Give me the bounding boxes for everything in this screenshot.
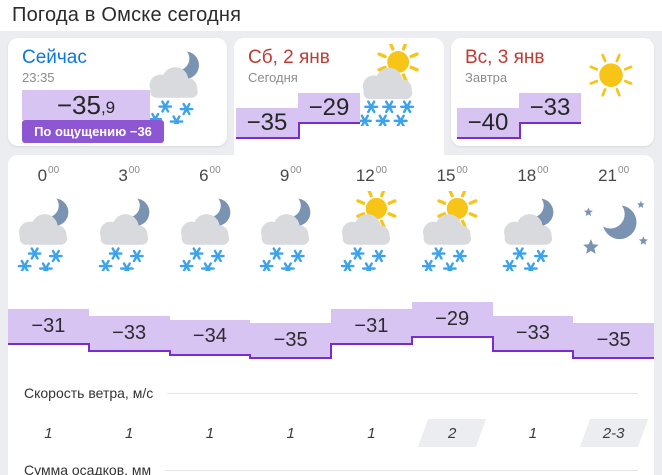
now-time: 23:35 xyxy=(22,70,55,85)
wind-section: Скорость ветра, м/с xyxy=(24,385,638,401)
today-temp-steps: −35 −29 xyxy=(236,93,396,145)
wind-label: Скорость ветра, м/с xyxy=(24,385,154,401)
today-date: Сб, 2 янв xyxy=(248,47,330,68)
hour-label: 15 00 xyxy=(436,164,468,186)
step-connector xyxy=(491,336,494,352)
wind-value: 1 xyxy=(528,424,538,442)
tomorrow-card[interactable]: Вс, 3 янв Завтра −40 −33 xyxy=(451,38,654,146)
sun-cloud-snow-icon xyxy=(412,191,493,271)
temp-step: −31 xyxy=(8,309,89,345)
hours-row: 0 00 3 00 6 00 9 00 12 00 15 00 18 00 21 00 xyxy=(8,163,654,189)
step-connector xyxy=(298,122,300,139)
wind-value: 1 xyxy=(124,424,134,442)
now-temp-int: −35 xyxy=(56,89,101,120)
moon-cloud-snow-icon xyxy=(170,191,251,271)
moon-cloud-snow-icon xyxy=(89,191,170,271)
wind-value: 1 xyxy=(44,424,53,442)
wind-value: 1 xyxy=(286,424,295,442)
step-connector xyxy=(519,122,521,139)
precip-section: Сумма осадков, мм xyxy=(24,462,638,475)
moon-cloud-snow-icon xyxy=(250,191,331,271)
moon-cloud-snow-icon xyxy=(139,44,219,124)
divider xyxy=(165,469,638,471)
sun-cloud-snow-icon xyxy=(352,44,434,126)
wind-value: 1 xyxy=(205,424,215,442)
wind-value: 2-3 xyxy=(573,418,654,448)
wind-values-row: 1 1 1 1 1 2 1 2-3 xyxy=(8,418,654,448)
today-temp-low: −35 xyxy=(236,108,298,139)
step-connector xyxy=(330,343,332,359)
now-label: Сейчас xyxy=(22,47,87,68)
moon-cloud-snow-icon xyxy=(8,191,89,271)
tomorrow-temp-high: −33 xyxy=(519,93,581,124)
moon-stars-icon xyxy=(573,191,654,271)
temperature-step-chart: −31 −33 −34 −35 −31 −29 −33 −35 xyxy=(8,302,654,362)
sun-icon xyxy=(582,48,640,106)
hour-label: 6 00 xyxy=(199,164,221,186)
hour-label: 21 00 xyxy=(598,164,630,186)
wind-value: 1 xyxy=(367,424,376,442)
tomorrow-temp-steps: −40 −33 xyxy=(457,93,617,145)
page-title: Погода в Омске сегодня xyxy=(12,4,242,26)
step-connector xyxy=(249,353,252,359)
step-connector xyxy=(410,336,413,345)
header: Погода в Омске сегодня xyxy=(0,0,662,31)
now-card[interactable]: Сейчас 23:35 −35,9 По ощущению −36 xyxy=(8,38,227,146)
wind-value: 2 xyxy=(412,418,493,448)
hour-label: 3 00 xyxy=(118,164,140,186)
today-sublabel: Сегодня xyxy=(248,70,298,85)
step-connector xyxy=(168,350,171,356)
tomorrow-sublabel: Завтра xyxy=(465,70,508,85)
tomorrow-date: Вс, 3 янв xyxy=(465,47,545,68)
tomorrow-temp-low: −40 xyxy=(457,108,519,139)
today-temp-high: −29 xyxy=(298,93,360,124)
step-connector xyxy=(572,350,575,359)
temp-step: −35 xyxy=(250,323,331,359)
sun-cloud-snow-icon xyxy=(331,191,412,271)
hour-label: 0 00 xyxy=(37,164,60,186)
hour-label: 18 00 xyxy=(517,164,549,186)
divider xyxy=(167,392,638,394)
precip-label: Сумма осадков, мм xyxy=(24,462,152,475)
temp-step: −33 xyxy=(88,316,170,352)
now-temp-frac: ,9 xyxy=(100,98,116,117)
temp-step: −31 xyxy=(331,309,412,345)
today-card[interactable]: Сб, 2 янв Сегодня −35 −29 xyxy=(234,38,444,160)
hour-label: 12 00 xyxy=(355,164,387,186)
hourly-forecast-panel: 0 00 3 00 6 00 9 00 12 00 15 00 18 00 21 00 −31 … xyxy=(8,155,654,475)
feels-like-badge: По ощущению −36 xyxy=(22,120,164,143)
hour-label: 9 00 xyxy=(279,164,302,186)
moon-cloud-snow-icon xyxy=(493,191,574,271)
temp-step: −35 xyxy=(573,323,654,359)
hour-icons-row xyxy=(8,191,654,271)
temp-step: −29 xyxy=(411,302,493,338)
temp-step: −34 xyxy=(169,319,251,356)
now-temperature: −35,9 xyxy=(22,90,150,120)
step-connector xyxy=(87,343,90,352)
temp-step: −33 xyxy=(492,316,574,352)
